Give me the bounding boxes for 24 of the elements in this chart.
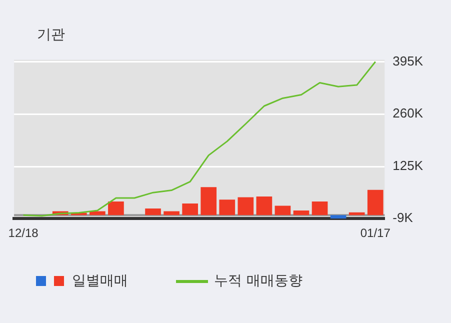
bar — [90, 211, 106, 216]
bar — [256, 196, 272, 216]
bar — [219, 200, 236, 216]
x-tick-label: 12/18 — [8, 226, 39, 240]
bar — [145, 208, 161, 216]
bar — [274, 206, 291, 216]
y-tick-label: -9K — [392, 210, 414, 226]
bar — [348, 212, 365, 216]
bar — [164, 211, 180, 216]
legend-label: 누적 매매동향 — [214, 272, 302, 290]
bar — [312, 202, 328, 216]
legend-label: 일별매매 — [72, 272, 128, 290]
bar — [200, 187, 217, 216]
y-tick-label: 395K — [392, 53, 424, 68]
bar — [182, 203, 198, 216]
bar — [293, 210, 310, 216]
bar — [367, 190, 384, 216]
x-tick-label: 01/17 — [360, 226, 391, 240]
chart-title: 기관 — [37, 26, 65, 44]
bar — [238, 197, 254, 216]
y-tick-label: 260K — [392, 106, 424, 121]
y-tick-label: 125K — [392, 158, 424, 174]
bar — [108, 202, 124, 216]
bar — [330, 215, 346, 219]
